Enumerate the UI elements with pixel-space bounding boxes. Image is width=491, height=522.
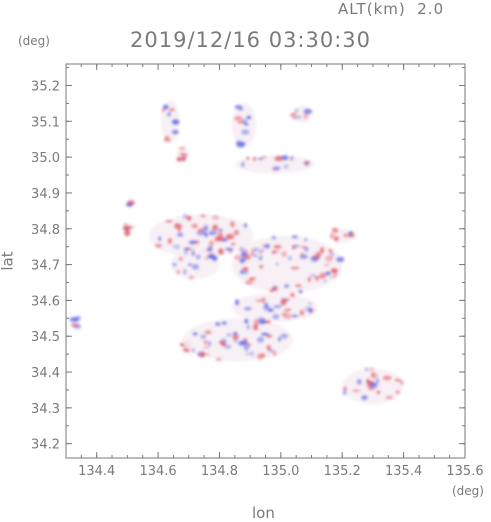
x-tick-label: 135.6 [446, 464, 483, 479]
y-tick-label: 34.8 [31, 223, 60, 238]
altitude-label-text: ALT(km) [338, 0, 406, 18]
echo-region [182, 318, 294, 362]
y-tick-label: 34.6 [31, 294, 60, 309]
y-axis-unit: (deg) [18, 34, 50, 48]
chart-title: 2019/12/16 03:30:30 [130, 28, 372, 52]
x-axis-label: lon [252, 504, 275, 522]
x-axis-unit: (deg) [452, 484, 484, 498]
echo-region [124, 199, 136, 208]
echo-region [289, 105, 313, 124]
y-tick-label: 34.5 [31, 330, 60, 345]
y-tick-label: 34.3 [31, 402, 60, 417]
x-tick-label: 134.4 [78, 464, 115, 479]
echo-region [231, 103, 257, 148]
altitude-label: ALT(km) 2.0 [338, 0, 444, 18]
echo-region [176, 146, 189, 162]
echo-region [122, 223, 135, 237]
echo-region [234, 155, 315, 174]
echo-layer [69, 99, 404, 405]
echo-region [329, 227, 356, 244]
echo-region [231, 292, 318, 322]
x-tick-label: 134.6 [139, 464, 176, 479]
x-ticks: 134.4 134.6 134.8 135.0 135.2 135.4 135.6 [65, 64, 484, 479]
echo-region [170, 250, 220, 280]
x-tick-label: 135.0 [262, 464, 299, 479]
y-tick-label: 35.0 [31, 151, 60, 166]
x-tick-label: 135.2 [324, 464, 361, 479]
y-tick-label: 35.1 [31, 115, 60, 130]
y-tick-label: 34.2 [31, 438, 60, 453]
altitude-value: 2.0 [417, 0, 445, 18]
y-tick-label: 35.2 [31, 79, 60, 94]
echo-region [148, 213, 254, 259]
y-ticks: 34.2 34.3 34.4 34.5 34.6 34.7 34.8 34.9 35.0 35.1… [31, 67, 465, 453]
y-tick-label: 34.4 [31, 366, 60, 381]
echo-region [161, 99, 180, 143]
x-tick-label: 135.4 [385, 464, 422, 479]
echo-region [342, 366, 404, 405]
y-tick-label: 34.9 [31, 187, 60, 202]
echo-region [69, 315, 82, 330]
echo-region [231, 235, 345, 294]
y-tick-label: 34.7 [31, 259, 60, 274]
x-tick-label: 134.8 [201, 464, 238, 479]
